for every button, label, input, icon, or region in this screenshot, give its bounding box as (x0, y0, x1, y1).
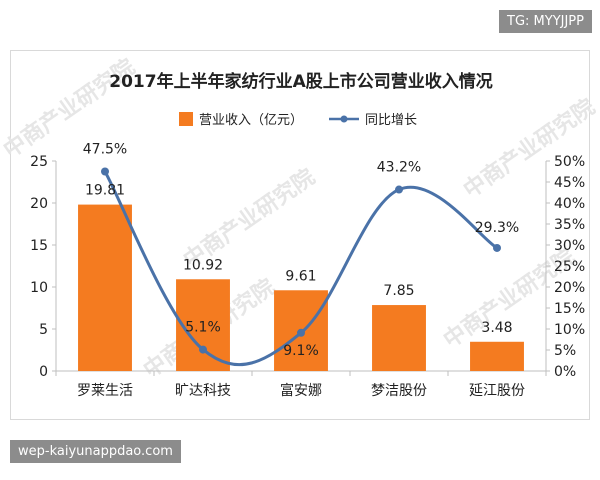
growth-point (297, 328, 305, 337)
right-tick-label: 50% (554, 154, 585, 170)
chart-svg: 2017年上半年家纺行业A股上市公司营业收入情况 营业收入（亿元） 同比增长 0… (30, 71, 585, 399)
x-tick-label: 旷达科技 (175, 383, 231, 399)
tg-badge: TG: MYYJJPP (499, 10, 592, 33)
bar-value-label: 7.85 (383, 283, 414, 299)
x-tick-label: 梦洁股份 (371, 383, 427, 399)
legend-line-label: 同比增长 (365, 113, 417, 128)
growth-line (101, 167, 501, 367)
growth-value-label: 29.3% (475, 220, 519, 236)
growth-point (101, 167, 109, 176)
x-tick-label: 富安娜 (280, 382, 322, 399)
growth-point (395, 185, 403, 194)
right-tick-label: 0% (554, 364, 576, 380)
left-tick-label: 10 (30, 280, 48, 296)
left-tick-label: 5 (39, 322, 48, 338)
right-tick-label: 5% (554, 343, 576, 359)
x-tick-label: 延江股份 (469, 383, 525, 399)
right-tick-label: 15% (554, 301, 585, 317)
data-labels: 19.81 10.92 9.61 7.85 3.48 47.5% 5.1% 9.1% 43.2%… (83, 142, 519, 359)
right-tick-label: 20% (554, 280, 585, 296)
growth-value-label: 9.1% (283, 343, 319, 359)
legend-bar-swatch (179, 112, 193, 126)
legend: 营业收入（亿元） 同比增长 (179, 112, 417, 128)
right-tick-label: 35% (554, 217, 585, 233)
bar (78, 204, 132, 371)
right-tick-label: 10% (554, 322, 585, 338)
growth-value-label: 47.5% (83, 142, 127, 158)
legend-line-marker (340, 115, 348, 123)
bar (176, 279, 230, 371)
growth-value-label: 43.2% (377, 160, 421, 176)
left-tick-label: 15 (30, 238, 48, 254)
left-tick-label: 20 (30, 196, 48, 212)
growth-point (199, 345, 207, 354)
right-tick-label: 45% (554, 175, 585, 191)
bar-value-label: 3.48 (481, 320, 512, 336)
left-tick-label: 0 (39, 364, 48, 380)
right-tick-label: 30% (554, 238, 585, 254)
legend-bar-label: 营业收入（亿元） (199, 113, 303, 128)
left-tick-label: 25 (30, 154, 48, 170)
site-badge: wep-kaiyunappdao.com (10, 440, 181, 463)
x-tick-label: 罗莱生活 (77, 383, 133, 399)
right-tick-label: 25% (554, 259, 585, 275)
bar (470, 341, 524, 371)
bars (78, 204, 524, 371)
growth-point (493, 243, 501, 252)
axes: 0 5 10 15 20 25 0% 5% 10% 15% 20% 25% 30% 35% 40% 45% 50… (30, 154, 585, 399)
chart-title: 2017年上半年家纺行业A股上市公司营业收入情况 (109, 71, 492, 92)
right-tick-label: 40% (554, 196, 585, 212)
bar-value-label: 19.81 (85, 183, 125, 199)
growth-value-label: 5.1% (185, 320, 221, 336)
bar-value-label: 10.92 (183, 257, 223, 273)
bar-value-label: 9.61 (285, 268, 316, 284)
chart-frame: 中商产业研究院 中商产业研究院 中商产业研究院 中商产业研究院 中商产业研究院 … (0, 50, 600, 420)
bar (372, 305, 426, 371)
